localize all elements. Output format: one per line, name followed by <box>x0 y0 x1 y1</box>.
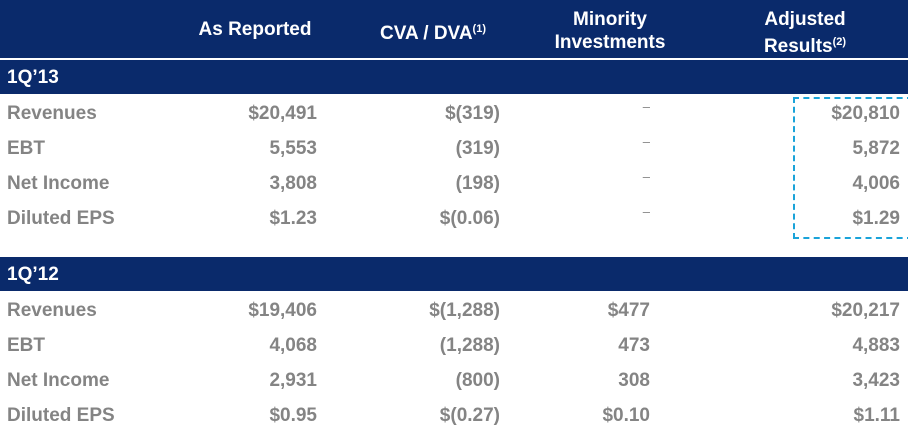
cell-cva-dva: (319) <box>455 138 500 159</box>
cell-minority: $0.10 <box>602 405 650 426</box>
cell-cva-dva: $(0.06) <box>439 208 500 229</box>
table-row: EBT 5,553 (319) – 5,872 <box>0 131 908 166</box>
cell-minority: – <box>642 169 650 184</box>
header-minority-investments: Minority Investments <box>530 8 690 54</box>
cell-as-reported: 2,931 <box>269 370 317 391</box>
header-minority-line2: Investments <box>554 32 666 53</box>
cell-as-reported: $20,491 <box>248 103 317 124</box>
cell-as-reported: 3,808 <box>269 173 317 194</box>
header-divider <box>0 58 908 60</box>
cell-cva-dva: (1,288) <box>439 335 500 356</box>
table-row: EBT 4,068 (1,288) 473 4,883 <box>0 328 908 363</box>
cell-adjusted: $20,217 <box>831 300 900 321</box>
row-label: Net Income <box>7 370 110 391</box>
cell-as-reported: $0.95 <box>269 405 317 426</box>
cell-minority: – <box>642 204 650 219</box>
footnote-2-marker: (2) <box>832 36 847 48</box>
cell-cva-dva: (800) <box>455 370 500 391</box>
table-header: As Reported CVA / DVA(1) Minority Invest… <box>0 0 908 58</box>
row-label: EBT <box>7 138 45 159</box>
row-label: EBT <box>7 335 45 356</box>
table-row: Diluted EPS $1.23 $(0.06) – $1.29 <box>0 201 908 236</box>
table-row: Diluted EPS $0.95 $(0.27) $0.10 $1.11 <box>0 398 908 433</box>
section-header-1q13: 1Q’13 <box>0 60 908 94</box>
cell-as-reported: 5,553 <box>269 138 317 159</box>
header-cva-dva-label: CVA / DVA <box>380 23 473 44</box>
cell-as-reported: $1.23 <box>269 208 317 229</box>
table-row: Revenues $20,491 $(319) – $20,810 <box>0 96 908 131</box>
cell-cva-dva: $(1,288) <box>429 300 500 321</box>
table-row: Net Income 2,931 (800) 308 3,423 <box>0 363 908 398</box>
cell-adjusted: 4,006 <box>852 173 900 194</box>
cell-adjusted: 5,872 <box>852 138 900 159</box>
header-as-reported: As Reported <box>170 18 340 41</box>
cell-adjusted: 3,423 <box>852 370 900 391</box>
cell-cva-dva: $(0.27) <box>439 405 500 426</box>
cell-cva-dva: (198) <box>455 173 500 194</box>
section-label: 1Q’12 <box>7 264 59 285</box>
header-as-reported-label: As Reported <box>198 19 312 40</box>
cell-adjusted: $20,810 <box>831 103 900 124</box>
row-label: Revenues <box>7 103 97 124</box>
cell-as-reported: $19,406 <box>248 300 317 321</box>
header-adjusted-line2: Results <box>763 36 833 57</box>
row-label: Diluted EPS <box>7 405 115 426</box>
cell-adjusted: $1.29 <box>852 208 900 229</box>
header-adjusted-line1: Adjusted <box>764 9 846 30</box>
cell-minority: 308 <box>618 370 650 391</box>
table-row: Net Income 3,808 (198) – 4,006 <box>0 166 908 201</box>
cell-minority: – <box>642 134 650 149</box>
section-header-1q12: 1Q’12 <box>0 257 908 291</box>
header-adjusted-results: Adjusted Results(2) <box>720 8 890 58</box>
cell-cva-dva: $(319) <box>445 103 500 124</box>
cell-minority: – <box>642 99 650 114</box>
header-minority-line1: Minority <box>573 9 647 30</box>
header-cva-dva: CVA / DVA(1) <box>348 18 518 45</box>
cell-minority: $477 <box>607 300 650 321</box>
cell-adjusted: $1.11 <box>853 405 901 426</box>
footnote-1-marker: (1) <box>472 23 486 35</box>
section-label: 1Q’13 <box>7 67 59 88</box>
row-label: Diluted EPS <box>7 208 115 229</box>
row-label: Revenues <box>7 300 97 321</box>
cell-adjusted: 4,883 <box>852 335 900 356</box>
row-label: Net Income <box>7 173 110 194</box>
adjusted-results-highlight-box <box>793 97 908 239</box>
cell-as-reported: 4,068 <box>269 335 317 356</box>
table-row: Revenues $19,406 $(1,288) $477 $20,217 <box>0 293 908 328</box>
cell-minority: 473 <box>618 335 650 356</box>
